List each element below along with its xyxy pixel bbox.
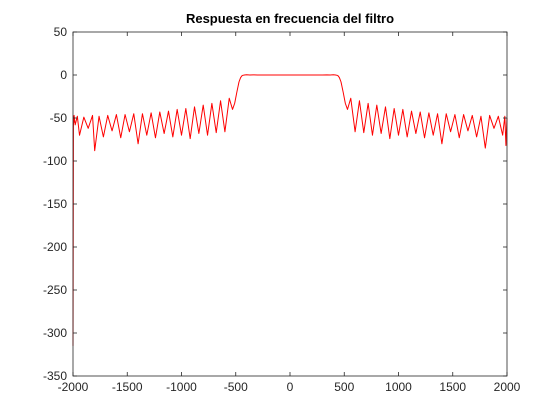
x-tick-label: 1000: [385, 380, 412, 394]
x-tick-label: -1500: [112, 380, 143, 394]
y-tick-label: -300: [43, 326, 67, 340]
x-axis-ticks: -2000 -1500 -1000 -500 0 500 1000 1500 2000: [58, 32, 521, 394]
series-line-0: [72, 74, 508, 346]
y-tick-label: -50: [50, 111, 68, 125]
x-tick-label: 2000: [494, 380, 521, 394]
chart-title: Respuesta en frecuencia del filtro: [186, 11, 394, 26]
y-tick-label: -200: [43, 240, 67, 254]
x-tick-label: -1000: [166, 380, 197, 394]
x-tick-label: 1500: [439, 380, 466, 394]
y-tick-label: -150: [43, 197, 67, 211]
x-tick-label: 0: [287, 380, 294, 394]
y-tick-label: -100: [43, 154, 67, 168]
x-tick-label: -500: [224, 380, 248, 394]
y-tick-label: -250: [43, 283, 67, 297]
series-layer: [72, 74, 508, 346]
y-tick-label: 50: [54, 25, 68, 39]
y-axis-ticks: 50 0 -50 -100 -150 -200 -250 -300 -350: [43, 25, 507, 383]
x-tick-label: 500: [334, 380, 354, 394]
y-tick-label: -350: [43, 369, 67, 383]
y-tick-label: 0: [60, 68, 67, 82]
x-tick-label: -2000: [58, 380, 89, 394]
plot-area: [73, 32, 507, 376]
